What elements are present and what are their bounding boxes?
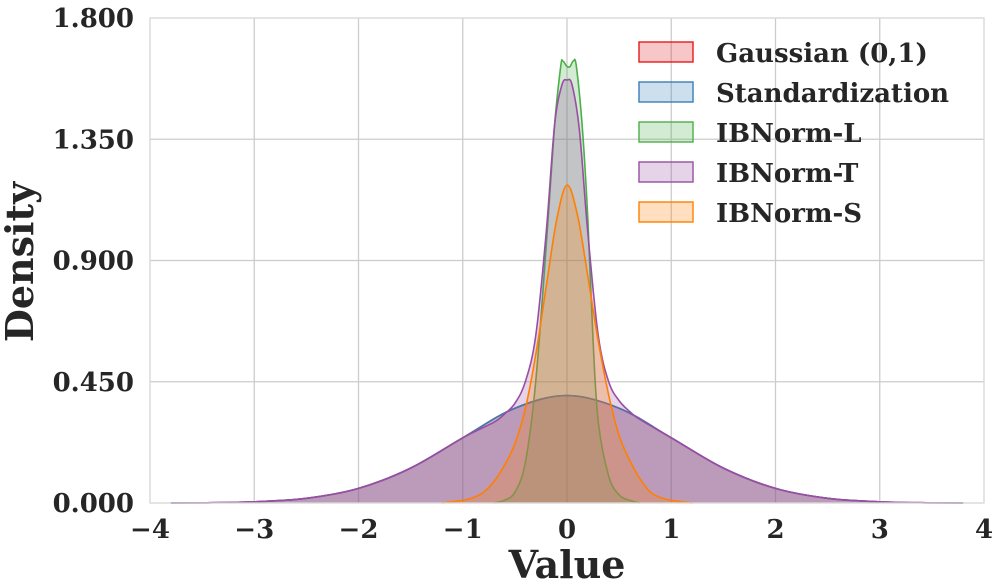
legend: Gaussian (0,1) Standardization IBNorm-L IBN… [638, 39, 949, 229]
y-tick-label: 0.900 [53, 247, 134, 277]
y-axis-ticks: 0.000 0.450 0.900 1.350 1.800 [53, 4, 134, 519]
density-areas [170, 58, 964, 504]
legend-swatch-gaussian-0-1 [638, 41, 694, 63]
x-tick-label: 0 [558, 515, 576, 545]
x-tick-label: 3 [871, 515, 889, 545]
plot-frame [149, 17, 985, 504]
density-area-ibnorm-t [170, 79, 964, 504]
legend-swatch-standardization [638, 81, 694, 103]
density-area-ibnorm-l [494, 59, 640, 503]
legend-label-ibnorm-l: IBNorm-L [716, 119, 862, 149]
legend-swatch-ibnorm-t [638, 161, 694, 183]
density-area-standardization [170, 395, 964, 503]
x-tick-label: −2 [339, 515, 379, 545]
legend-label-gaussian-0-1: Gaussian (0,1) [716, 39, 928, 69]
x-axis-ticks: −4 −3 −2 −1 0 1 2 3 4 [130, 515, 993, 545]
legend-label-standardization: Standardization [716, 79, 949, 109]
legend-label-ibnorm-t: IBNorm-T [716, 159, 859, 189]
x-tick-label: 1 [662, 515, 680, 545]
legend-swatch-ibnorm-s [638, 201, 694, 223]
legend-swatch-ibnorm-l [638, 121, 694, 143]
y-tick-label: 0.000 [53, 489, 134, 519]
x-axis-label: Value [508, 542, 626, 587]
x-tick-label: −3 [234, 515, 274, 545]
x-tick-label: −4 [130, 515, 170, 545]
legend-label-ibnorm-s: IBNorm-S [716, 199, 862, 229]
density-line-ibnorm-t [170, 78, 964, 504]
y-tick-label: 1.350 [53, 125, 134, 155]
density-line-ibnorm-s [441, 184, 693, 504]
density-line-ibnorm-l [493, 58, 641, 504]
y-tick-label: 0.450 [53, 368, 134, 398]
density-area-ibnorm-s [441, 185, 693, 503]
density-area-gaussian-0-1 [170, 395, 964, 503]
y-tick-label: 1.800 [53, 4, 134, 34]
x-tick-label: −1 [443, 515, 483, 545]
y-axis-label: Density [0, 181, 42, 342]
x-tick-label: 4 [975, 515, 993, 545]
x-tick-label: 2 [766, 515, 784, 545]
